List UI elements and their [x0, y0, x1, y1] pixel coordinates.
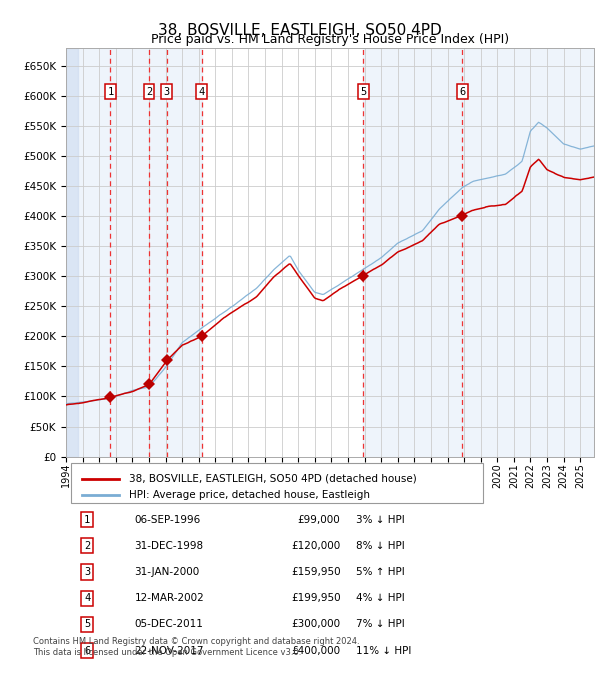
Text: 5: 5 [360, 87, 367, 97]
Text: 22-NOV-2017: 22-NOV-2017 [134, 646, 204, 656]
Text: 3% ↓ HPI: 3% ↓ HPI [356, 515, 405, 524]
Text: £159,950: £159,950 [291, 567, 341, 577]
Text: 3: 3 [84, 567, 90, 577]
Text: 1: 1 [107, 87, 113, 97]
Text: £400,000: £400,000 [292, 646, 341, 656]
Text: 4% ↓ HPI: 4% ↓ HPI [356, 593, 405, 603]
Bar [66, 48, 79, 457]
Text: 7% ↓ HPI: 7% ↓ HPI [356, 619, 405, 630]
Text: 05-DEC-2011: 05-DEC-2011 [134, 619, 203, 630]
Text: 12-MAR-2002: 12-MAR-2002 [134, 593, 205, 603]
Text: 11% ↓ HPI: 11% ↓ HPI [356, 646, 412, 656]
FancyBboxPatch shape [71, 463, 483, 503]
Text: 6: 6 [84, 646, 90, 656]
Title: Price paid vs. HM Land Registry's House Price Index (HPI): Price paid vs. HM Land Registry's House … [151, 33, 509, 46]
Text: 2: 2 [84, 541, 90, 551]
Text: 38, BOSVILLE, EASTLEIGH, SO50 4PD: 38, BOSVILLE, EASTLEIGH, SO50 4PD [158, 23, 442, 38]
Text: 2: 2 [146, 87, 152, 97]
Bar [363, 48, 462, 457]
Text: 5: 5 [84, 619, 90, 630]
Text: 5% ↑ HPI: 5% ↑ HPI [356, 567, 405, 577]
Text: £120,000: £120,000 [292, 541, 341, 551]
Text: 4: 4 [84, 593, 90, 603]
Bar [66, 48, 110, 457]
Text: £300,000: £300,000 [292, 619, 341, 630]
Text: 31-JAN-2000: 31-JAN-2000 [134, 567, 200, 577]
Text: 38, BOSVILLE, EASTLEIGH, SO50 4PD (detached house): 38, BOSVILLE, EASTLEIGH, SO50 4PD (detac… [130, 474, 417, 483]
Text: 8% ↓ HPI: 8% ↓ HPI [356, 541, 405, 551]
Text: £199,950: £199,950 [291, 593, 341, 603]
Bar [110, 48, 202, 457]
Text: 1: 1 [84, 515, 90, 524]
Text: HPI: Average price, detached house, Eastleigh: HPI: Average price, detached house, East… [130, 490, 370, 500]
Text: £99,000: £99,000 [298, 515, 341, 524]
Text: 31-DEC-1998: 31-DEC-1998 [134, 541, 204, 551]
Text: Contains HM Land Registry data © Crown copyright and database right 2024.
This d: Contains HM Land Registry data © Crown c… [33, 637, 359, 657]
Text: 06-SEP-1996: 06-SEP-1996 [134, 515, 201, 524]
Text: 3: 3 [164, 87, 170, 97]
Text: 6: 6 [459, 87, 466, 97]
Text: 4: 4 [199, 87, 205, 97]
Bar [462, 48, 594, 457]
